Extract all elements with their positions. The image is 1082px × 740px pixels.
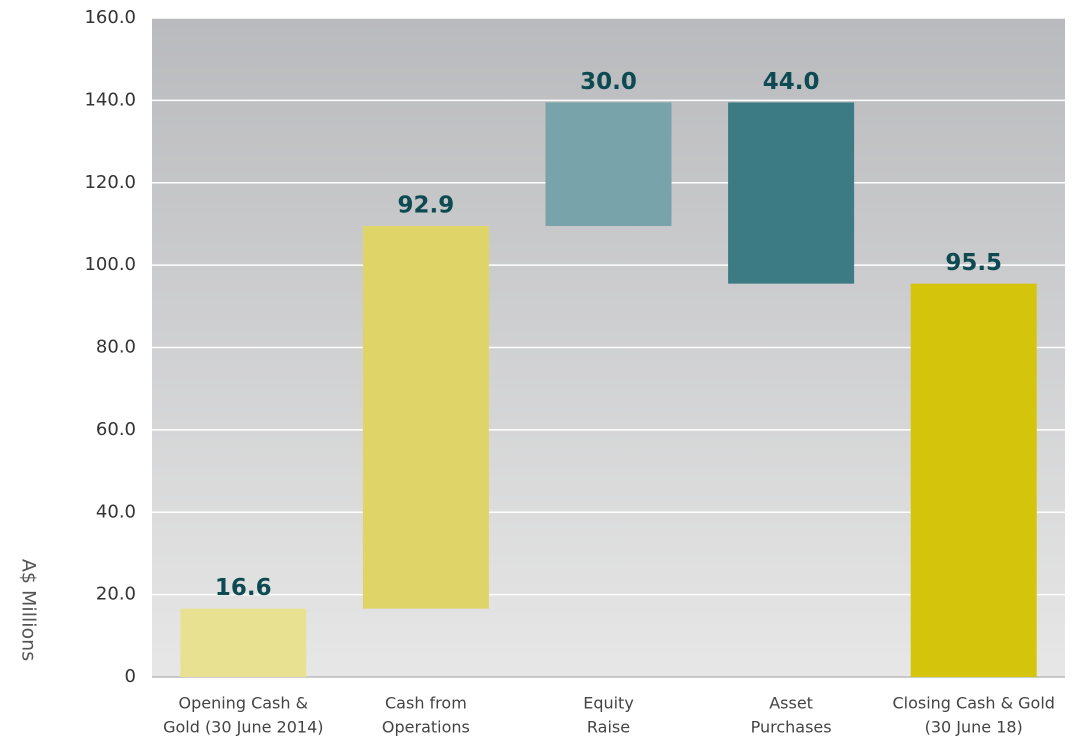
- y-tick-label: 140.0: [84, 89, 136, 110]
- bar: [910, 283, 1037, 677]
- x-tick-label: Operations: [382, 718, 470, 737]
- value-label: 44.0: [763, 69, 820, 95]
- x-tick-label: Raise: [587, 718, 630, 737]
- bar: [728, 102, 855, 284]
- x-tick-label: Opening Cash &: [179, 694, 309, 713]
- bar: [180, 608, 307, 677]
- x-tick-label: Closing Cash & Gold: [892, 694, 1054, 713]
- x-tick-label: Cash from: [385, 694, 467, 713]
- x-tick-label: Gold (30 June 2014): [163, 718, 323, 737]
- y-axis-label: A$ Millions: [18, 559, 40, 661]
- x-tick-label: Asset: [769, 694, 813, 713]
- x-tick-label: (30 June 18): [925, 718, 1023, 737]
- value-label: 30.0: [580, 69, 637, 95]
- y-tick-label: 80.0: [96, 337, 136, 358]
- y-tick-label: 60.0: [96, 419, 136, 440]
- x-tick-label: Purchases: [751, 718, 832, 737]
- y-tick-label: 20.0: [96, 584, 136, 605]
- value-label: 16.6: [215, 575, 272, 601]
- bar: [362, 225, 489, 609]
- x-tick-label: Equity: [583, 694, 634, 713]
- bar: [545, 102, 672, 226]
- value-label: 92.9: [398, 192, 455, 218]
- y-tick-label: 40.0: [96, 501, 136, 522]
- y-tick-label: 0: [125, 666, 136, 687]
- y-tick-label: 160.0: [84, 7, 136, 28]
- y-tick-label: 100.0: [84, 254, 136, 275]
- value-label: 95.5: [945, 250, 1002, 276]
- y-tick-label: 120.0: [84, 172, 136, 193]
